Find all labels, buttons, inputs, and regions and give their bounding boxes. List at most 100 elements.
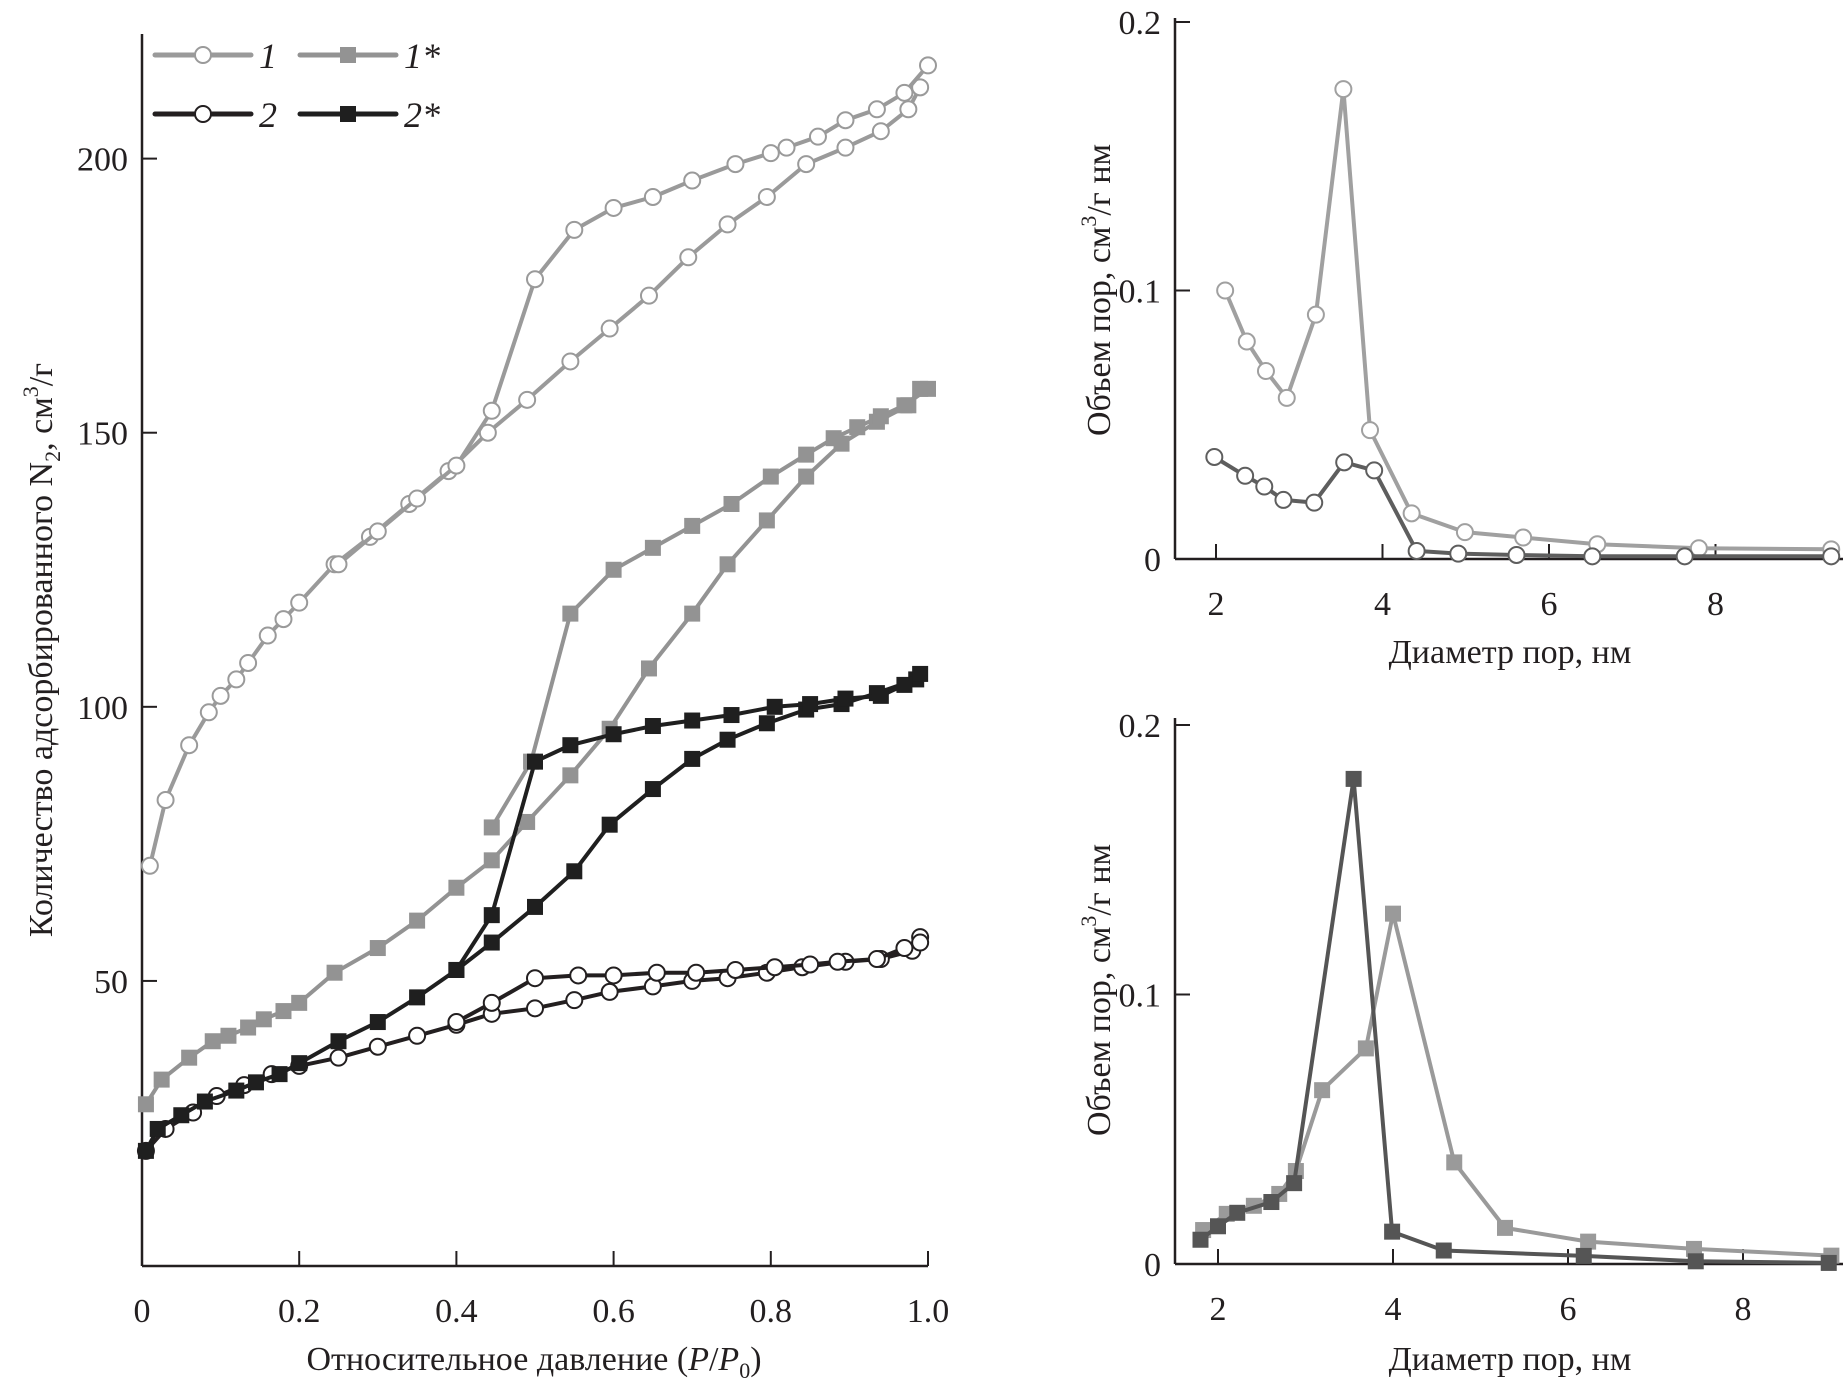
series-2star-adsorption-point [758,715,775,732]
series-2-desorption-point [911,933,930,952]
series-1-adsorption-point [836,138,855,157]
series-1star-adsorption-point [240,1019,257,1036]
series-1-desorption-point [565,220,584,239]
series-1-adsorption-point [239,653,258,672]
series-2-desorption-point [447,1013,466,1032]
series-2star-adsorption-point [330,1033,347,1050]
pore-lower-series-1star-point [1385,905,1401,922]
x-title-sub: 0 [739,1358,750,1383]
series-2star-desorption-point [527,753,543,770]
series-2star-desorption-point [562,737,579,754]
series-1-desorption-point [604,198,623,217]
x-title-suffix: ) [750,1341,761,1378]
isotherm-x-tick-label: 1.0 [907,1293,950,1330]
pore-upper-series-2-point [1335,453,1354,472]
series-2-desorption-point [765,958,784,977]
series-1star-desorption-point [872,408,889,425]
series-1-adsorption-point [274,610,293,629]
series-2 [136,928,930,1160]
isotherm-y-axis-title: Количество адсорбированного N2, см3/г [18,363,65,937]
pore-lower-x-tick-label: 4 [1385,1291,1402,1328]
isotherm-x-tick-label: 0.8 [750,1293,793,1330]
pore-upper-series-1-point [1256,362,1275,381]
pore-upper-x-tick-label: 2 [1208,586,1225,623]
series-1-desorption-line [337,64,930,566]
series-1-desorption-point [777,138,796,157]
series-2star-desorption-point [766,698,783,715]
pore-upper-series-1-point [1514,528,1533,547]
pore-lower-series-2star-point [1210,1218,1226,1235]
series-1-adsorption-point [757,187,776,206]
pore-lower-y-suffix: /г нм [1081,844,1118,916]
pore-upper-series-2-point [1507,545,1526,564]
pore-upper-y-tick-label: 0 [1144,542,1161,579]
series-1star-desorption-point [684,517,701,534]
series-1-desorption-point [867,100,886,119]
pore-upper-series-1-point [1455,523,1474,542]
series-2star-desorption-point [912,665,929,682]
series-1-adsorption-point [639,286,658,305]
series-2star-adsorption-point [271,1066,288,1083]
series-2-desorption-point [801,955,820,974]
series-2-desorption-point [482,993,501,1012]
pore-upper-y-sup: 3 [1076,216,1101,227]
series-2star-adsorption-point [566,863,583,880]
series-1star-desorption-point [762,468,779,485]
legend-marker [194,105,212,123]
series-1star-desorption-point [849,419,866,436]
series-1star-adsorption-point [409,912,426,929]
series-1-adsorption-point [156,791,175,810]
legend-label: 1* [404,36,440,76]
legend-marker [340,106,356,122]
isotherm-y-tick-label: 150 [77,416,128,453]
series-1star-adsorption-point [448,879,465,896]
series-1-adsorption-point [718,215,737,234]
series-2star-adsorption-point [684,750,701,767]
series-2star-desorption-point [684,712,701,729]
isotherm-axes: 0 0.2 0.4 0.6 0.8 1.0 50 100 150 200 [77,34,949,1330]
series-1-adsorption-point [518,390,537,409]
pore-upper-series-2-point [1274,490,1293,509]
series-1star-adsorption-point [291,994,308,1011]
series-1-adsorption-point [561,352,580,371]
pore-lower-series-1star-point [1686,1240,1702,1257]
series-1star-desorption-line [490,387,930,829]
series-2-desorption-point [526,969,544,988]
series-1star-adsorption-point [562,767,579,784]
legend-marker [340,47,356,63]
pore-lower-series-1star-line [1201,911,1832,1258]
series-1star-desorption-point [562,605,579,622]
pore-chart-lower: 2 4 6 8 0 0.1 0.2 Диаметр пор, нм Объем пор, с… [1076,708,1843,1378]
series-2star-desorption-point [605,726,622,743]
pore-lower-series [1192,770,1840,1271]
series-1star-desorption-point [920,380,936,397]
pore-lower-axes: 2 4 6 8 0 0.1 0.2 [1119,708,1843,1328]
series-2star [137,665,929,1159]
series-1-adsorption-point [871,122,890,141]
series-2star-adsorption-point [291,1055,308,1072]
pore-lower-series-2star-point [1263,1194,1280,1211]
y-title-prefix: Количество адсорбированного N [23,462,60,937]
series-1-desorption-point [808,127,827,146]
series-2-desorption-point [569,966,588,985]
pore-upper-series-2-point [1407,541,1426,560]
isotherm-legend: 1 1* 2 2* [152,36,440,135]
isotherm-y-tick-label: 200 [77,142,128,179]
isotherm-y-tick-label: 100 [77,690,128,727]
pore-lower-x-tick-label: 2 [1210,1291,1227,1328]
series-1-adsorption-point [227,670,246,689]
series-2star-adsorption-point [369,1014,386,1031]
series-2star-adsorption-point [149,1120,166,1137]
pore-lower-series-2star-point [1345,770,1362,787]
x-title-p: P [687,1341,709,1378]
series-2star-adsorption-point [527,898,543,915]
series-1star-desorption-point [483,819,500,836]
series-1star-adsorption-point [204,1033,221,1050]
series-2-adsorption-point [600,982,619,1001]
pore-upper-series-2-point [1822,547,1841,566]
series-1star-adsorption-point [369,940,386,957]
y-title-suffix: /г [23,363,60,386]
isotherm-x-axis-title: Относительное давление (P/P0) [306,1341,761,1383]
pore-upper-series-1-point [1361,421,1380,440]
